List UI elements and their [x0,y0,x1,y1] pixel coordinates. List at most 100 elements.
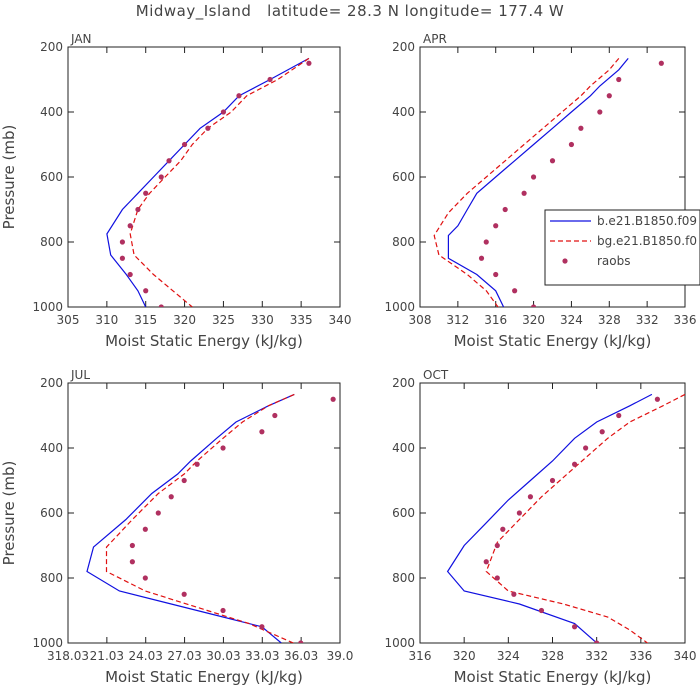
raobs-point [594,640,600,643]
x-tick-label: 316 [484,313,507,327]
panel-title: OCT [423,368,449,382]
raobs-point [568,141,575,148]
x-axis-label: Moist Static Energy (kJ/kg) [105,668,303,686]
raobs-point [220,445,226,451]
raobs-point [502,206,508,213]
x-tick-label: 328 [598,313,621,327]
y-tick-label: 600 [40,170,63,184]
panel-jan: 305 310 315 320 325 330 335 340 200 400 600 800 1000… [0,32,351,350]
x-tick-label: 320 [453,649,476,663]
y-tick-label: 200 [392,40,415,54]
x-tick-label: 30.03 [206,649,240,663]
raobs-point [119,255,125,261]
raobs-point [483,559,489,565]
legend-label: b.e21.B1850.f09 [597,214,697,228]
raobs-point [236,93,242,99]
x-tick-label: 21.03 [90,649,124,663]
raobs-point [127,271,133,278]
series-group [106,57,312,307]
series-line-bg [485,393,685,643]
panel-title: JAN [70,32,92,46]
y-tick-label: 800 [40,235,63,249]
x-axis-label: Moist Static Energy (kJ/kg) [105,332,303,350]
x-tick-label: 318.03 [47,649,89,663]
raobs-point [616,76,622,83]
raobs-point [181,141,188,148]
raobs-point [181,591,187,597]
raobs-point [571,624,578,630]
x-tick-label: 24.03 [129,649,163,663]
raobs-point [571,461,578,467]
raobs-point [578,125,584,131]
legend-marker [562,258,568,264]
raobs-point [143,288,149,294]
x-tick-label: 324 [560,313,583,327]
y-axis-label: Pressure (mb) [0,125,18,230]
raobs-point [494,575,500,581]
legend-box [544,209,700,286]
x-tick-label: 312 [446,313,469,327]
plot-frame [419,382,686,644]
raobs-point [205,125,211,131]
raobs-point [267,76,273,83]
raobs-point [168,494,174,500]
raobs-point [527,494,534,500]
raobs-point [483,239,489,245]
raobs-point [142,526,148,532]
raobs-point [306,60,312,66]
y-axis-label: Pressure (mb) [0,461,18,566]
raobs-point [259,624,265,630]
raobs-point [220,607,226,614]
x-axis-label: Moist Static Energy (kJ/kg) [454,668,652,686]
y-tick-label: 200 [40,40,63,54]
y-tick-label: 600 [392,506,415,520]
y-tick-label: 1000 [384,300,415,314]
raobs-point [511,591,517,597]
x-tick-label: 340 [329,313,352,327]
panel-title: JUL [70,368,90,382]
raobs-point [500,526,506,532]
y-tick-label: 200 [40,376,63,390]
series-line-b [86,393,295,643]
raobs-point [119,239,125,245]
raobs-point [272,412,278,419]
raobs-point [478,255,485,261]
x-tick-label: 310 [95,313,118,327]
raobs-point [181,477,187,484]
plot-frame [67,382,341,644]
y-tick-label: 400 [40,105,63,119]
raobs-point [549,477,556,484]
x-tick-label: 320 [522,313,545,327]
series-line-bg [129,57,310,307]
raobs-point [493,223,499,229]
x-tick-label: 336 [629,649,652,663]
series-group [86,393,336,643]
raobs-point [494,542,500,549]
panel-oct: 316 320 324 328 332 336 340 200 400 600 800 1000 OCT… [384,368,696,686]
raobs-point [298,640,304,643]
raobs-point [599,429,605,435]
raobs-point [166,158,172,164]
raobs-point [158,174,164,180]
raobs-point [259,429,265,435]
raobs-point [521,190,527,196]
x-tick-label: 320 [173,313,196,327]
raobs-point [512,288,518,294]
series-group [446,393,685,643]
raobs-point [583,445,589,451]
x-axis-label: Moist Static Energy (kJ/kg) [454,332,652,350]
y-tick-label: 1000 [32,300,63,314]
raobs-point [143,190,149,196]
y-tick-label: 1000 [384,636,415,650]
legend-label: raobs [597,254,631,268]
raobs-point [597,109,603,115]
raobs-point [530,304,537,307]
series-line-bg [105,393,295,643]
raobs-point [538,607,545,614]
raobs-point [616,412,622,419]
raobs-point [516,510,522,516]
x-tick-label: 335 [290,313,313,327]
x-tick-label: 39.0 [327,649,354,663]
x-tick-label: 308 [409,313,432,327]
series-line-b [447,58,629,307]
